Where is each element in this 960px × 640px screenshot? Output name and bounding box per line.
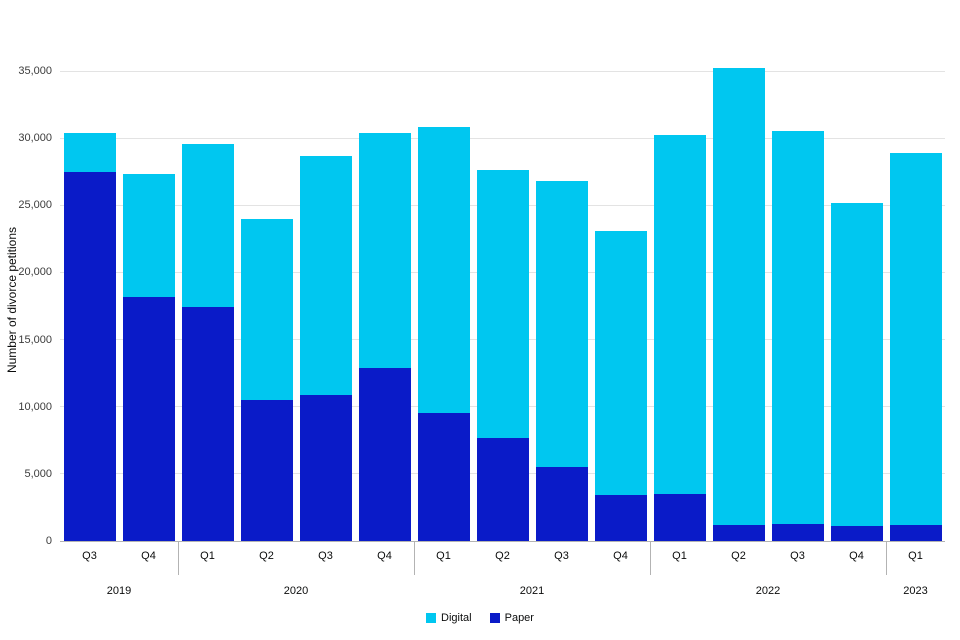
- legend: Digital Paper: [0, 612, 960, 624]
- x-tick-label: Q1: [908, 550, 923, 562]
- y-tick-label: 20,000: [18, 266, 52, 279]
- x-tick-label: Q4: [849, 550, 864, 562]
- x-tick-label: Q4: [613, 550, 628, 562]
- y-tick-label: 0: [45, 535, 52, 547]
- gridline: [60, 70, 945, 72]
- year-separator: [886, 541, 887, 575]
- digital-bar: [181, 143, 234, 308]
- x-tick-label: Q4: [377, 550, 392, 562]
- gridline: [60, 137, 945, 139]
- year-separator: [650, 541, 651, 575]
- digital-bar: [712, 68, 765, 525]
- digital-bar: [417, 127, 470, 414]
- y-tick-label: 25,000: [18, 199, 52, 212]
- paper-bar: [771, 523, 824, 541]
- digital-bar: [63, 132, 116, 172]
- digital-bar: [122, 174, 175, 297]
- paper-swatch: [489, 613, 500, 623]
- x-tick-label: Q2: [731, 550, 746, 562]
- paper-bar: [240, 400, 293, 541]
- year-label: 2019: [106, 585, 132, 597]
- digital-bar: [830, 202, 883, 527]
- paper-bar: [830, 526, 883, 541]
- paper-bar: [653, 494, 706, 541]
- digital-bar: [594, 230, 647, 496]
- year-separator: [178, 541, 179, 575]
- paper-bar: [594, 495, 647, 541]
- x-tick-label: Q1: [436, 550, 451, 562]
- y-tick-label: 5,000: [24, 467, 52, 480]
- x-tick-label: Q2: [495, 550, 510, 562]
- digital-swatch: [426, 613, 437, 623]
- digital-bar: [889, 152, 942, 525]
- year-label: 2023: [903, 585, 928, 597]
- paper-bar: [122, 296, 175, 541]
- digital-bar: [299, 155, 352, 395]
- year-label: 2022: [755, 585, 781, 597]
- x-tick-label: Q2: [259, 550, 274, 562]
- x-tick-label: Q1: [672, 550, 687, 562]
- digital-bar: [535, 181, 588, 468]
- x-tick-label: Q3: [790, 550, 805, 562]
- y-tick-label: 35,000: [18, 65, 52, 77]
- y-tick-label: 10,000: [18, 400, 52, 413]
- x-axis-line: [60, 540, 945, 542]
- digital-bar: [240, 218, 293, 400]
- year-label: 2020: [283, 585, 309, 597]
- y-axis-title: Number of divorce petitions: [5, 226, 19, 374]
- legend-item-paper: Paper: [489, 612, 534, 624]
- legend-item-digital: Digital: [426, 612, 472, 624]
- paper-bar: [63, 171, 116, 541]
- paper-bar: [358, 367, 411, 541]
- y-tick-label: 30,000: [18, 132, 52, 145]
- x-tick-label: Q3: [554, 550, 569, 562]
- x-tick-label: Q3: [82, 550, 97, 562]
- legend-label-digital: Digital: [441, 612, 472, 624]
- paper-bar: [712, 524, 765, 541]
- paper-bar: [299, 394, 352, 541]
- digital-bar: [653, 135, 706, 494]
- digital-bar: [771, 131, 824, 524]
- x-tick-label: Q4: [141, 550, 156, 562]
- digital-bar: [358, 132, 411, 368]
- digital-bar: [476, 170, 529, 438]
- paper-bar: [535, 467, 588, 541]
- legend-label-paper: Paper: [504, 612, 534, 624]
- year-separator: [414, 541, 415, 575]
- paper-bar: [476, 437, 529, 541]
- x-tick-label: Q1: [200, 550, 215, 562]
- paper-bar: [181, 307, 234, 541]
- year-label: 2021: [519, 585, 545, 597]
- paper-bar: [889, 524, 942, 541]
- y-tick-label: 15,000: [18, 333, 52, 346]
- plot-area: 0 5,000 10,000 15,000 20,000 25,000 30,000 35,0…: [18, 65, 945, 597]
- paper-bar: [417, 413, 470, 541]
- x-tick-label: Q3: [318, 550, 333, 562]
